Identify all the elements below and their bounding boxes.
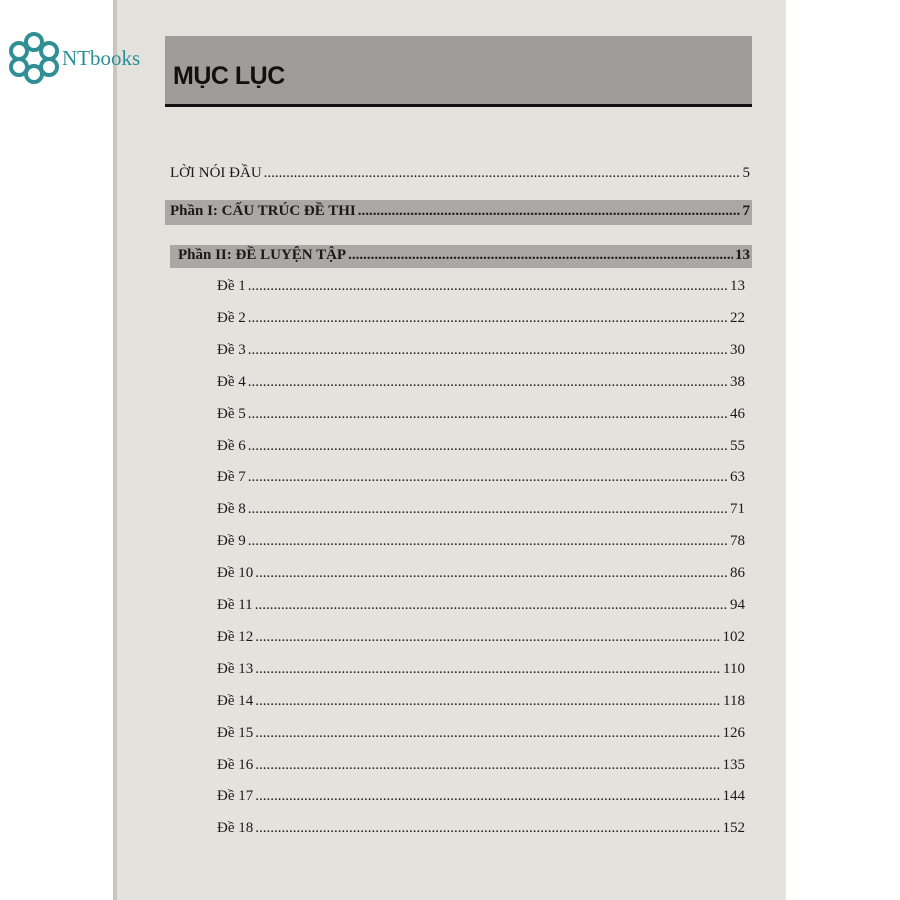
leader-dots (248, 469, 728, 486)
toc-label: Đề 13 (217, 660, 254, 677)
toc-entry: Đề 4 38 (217, 374, 745, 391)
leader-dots (248, 342, 728, 359)
toc-label: Phần II: ĐỀ LUYỆN TẬP (178, 247, 347, 263)
ntbooks-logo: NTbooks (8, 32, 140, 84)
toc-label: Đề 16 (217, 756, 254, 773)
page-edge (113, 0, 117, 900)
toc-part-2: Phần II: ĐỀ LUYỆN TẬP 13 (178, 247, 750, 264)
toc-entry: Đề 6 55 (217, 438, 745, 455)
toc-label: Đề 7 (217, 469, 246, 486)
toc-label: Đề 3 (217, 341, 246, 358)
toc-label: Đề 2 (217, 309, 246, 326)
toc-entry: Đề 16 135 (217, 757, 745, 774)
toc-label: Đề 8 (217, 501, 246, 518)
toc-entry: Đề 8 71 (217, 501, 745, 518)
toc-page: 152 (722, 820, 746, 837)
toc-entry: Đề 17 144 (217, 788, 745, 805)
leader-dots (255, 757, 720, 774)
leader-dots (358, 203, 741, 220)
toc-entry: Đề 13 110 (217, 661, 745, 678)
toc-entry: Đề 14 118 (217, 693, 745, 710)
leader-dots (255, 661, 721, 678)
toc-header: MỤC LỤC (165, 36, 752, 107)
toc-label: Phần I: CẤU TRÚC ĐỀ THI (170, 203, 356, 219)
toc-entry: Đề 1 13 (217, 278, 745, 295)
toc-label: Đề 18 (217, 820, 254, 837)
toc-part-1: Phần I: CẤU TRÚC ĐỀ THI 7 (170, 203, 750, 220)
leader-dots (248, 438, 728, 455)
toc-entry: Đề 11 94 (217, 597, 745, 614)
toc-page: 22 (730, 309, 745, 326)
toc-page: 144 (722, 788, 746, 805)
leader-dots (248, 278, 728, 295)
toc-entry: Đề 15 126 (217, 725, 745, 742)
leader-dots (255, 820, 720, 837)
leader-dots (255, 788, 720, 805)
toc-page: 94 (730, 597, 745, 613)
toc-label: Đề 5 (217, 405, 246, 422)
toc-label: Đề 9 (217, 533, 246, 550)
leader-dots (255, 629, 720, 646)
toc-page: 7 (742, 203, 751, 219)
toc-label: Đề 12 (217, 628, 254, 645)
toc-page: 135 (722, 756, 746, 773)
toc-page: 55 (730, 437, 745, 454)
toc-page: 126 (722, 724, 746, 741)
leader-dots (248, 310, 728, 327)
page-title: MỤC LỤC (173, 62, 285, 90)
leader-dots (255, 725, 720, 742)
toc-entry: Đề 7 63 (217, 469, 745, 486)
toc-label: Đề 17 (217, 788, 254, 805)
toc-page: 118 (723, 692, 745, 709)
toc-page: 46 (730, 405, 745, 422)
toc-label: Đề 11 (217, 597, 253, 613)
leader-dots (255, 597, 728, 614)
toc-entry: Đề 18 152 (217, 820, 745, 837)
logo-icon (8, 32, 60, 84)
leader-dots (248, 501, 728, 518)
toc-label: Đề 4 (217, 373, 246, 390)
toc-entry: Đề 12 102 (217, 629, 745, 646)
leader-dots (248, 374, 728, 391)
leader-dots (264, 165, 741, 182)
leader-dots (255, 693, 721, 710)
toc-label: Đề 15 (217, 724, 254, 741)
toc-page: 5 (742, 165, 751, 181)
toc-page: 13 (735, 247, 750, 263)
toc-label: Đề 1 (217, 278, 246, 294)
toc-page: 102 (722, 628, 746, 645)
leader-dots (348, 247, 733, 264)
toc-page: 110 (723, 660, 745, 677)
toc-page: 78 (730, 533, 745, 550)
toc-page: 71 (730, 501, 745, 518)
leader-dots (255, 565, 728, 582)
toc-label: LỜI NÓI ĐẦU (170, 165, 262, 181)
toc-label: Đề 6 (217, 437, 246, 454)
toc-page: 38 (730, 373, 745, 390)
toc-entry: Đề 9 78 (217, 533, 745, 550)
toc-label: Đề 10 (217, 565, 254, 582)
toc-page: 63 (730, 469, 745, 486)
toc-page: 13 (730, 278, 745, 294)
toc-entry: Đề 3 30 (217, 342, 745, 359)
toc-page: 86 (730, 565, 745, 582)
toc-page: 30 (730, 341, 745, 358)
toc-label: Đề 14 (217, 692, 254, 709)
toc-intro: LỜI NÓI ĐẦU 5 (170, 165, 750, 182)
toc-entry: Đề 5 46 (217, 406, 745, 423)
toc-entry: Đề 10 86 (217, 565, 745, 582)
leader-dots (248, 533, 728, 550)
leader-dots (248, 406, 728, 423)
logo-text: NTbooks (62, 45, 141, 70)
toc-entry: Đề 2 22 (217, 310, 745, 327)
